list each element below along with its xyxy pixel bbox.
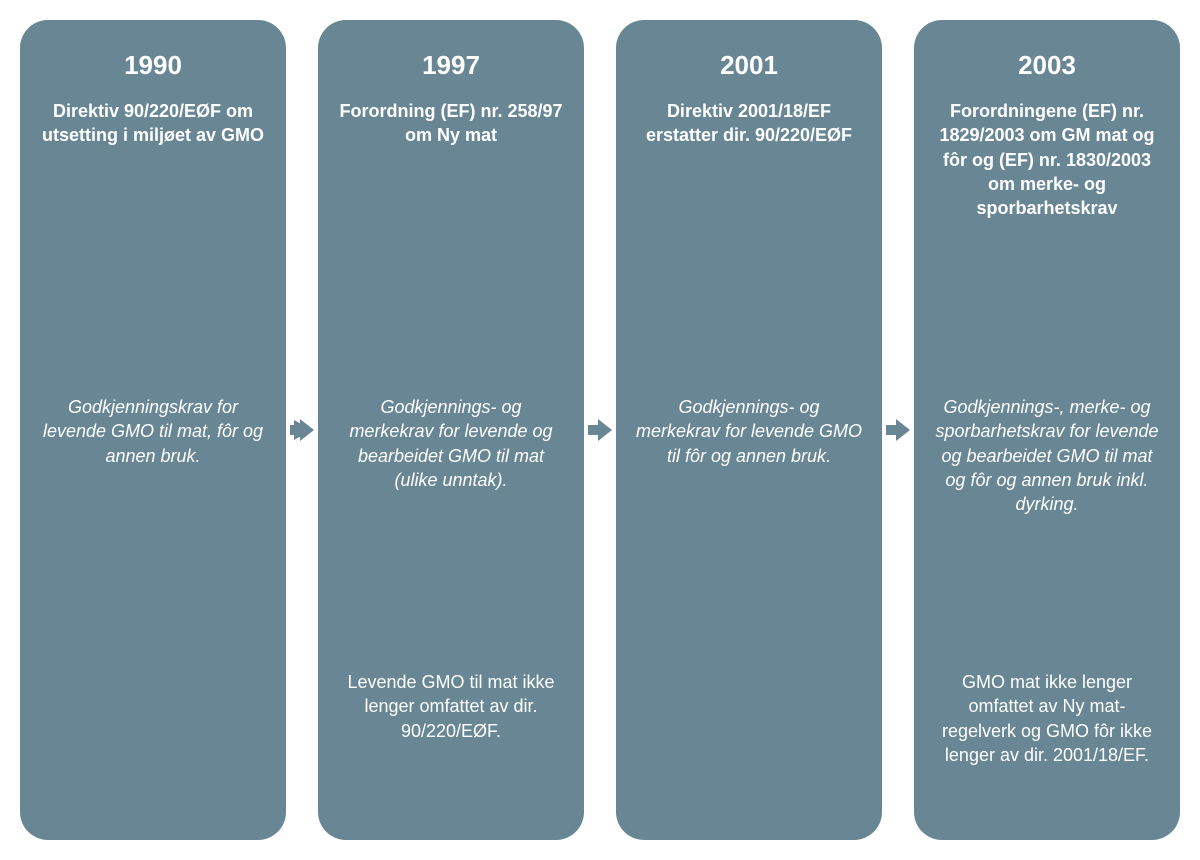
card-title: Direktiv 2001/18/EF erstatter dir. 90/22… xyxy=(634,99,864,148)
timeline-card-1997: 1997 Forordning (EF) nr. 258/97 om Ny ma… xyxy=(318,20,584,840)
card-description: Godkjennings-, merke- og sporbarhetskrav… xyxy=(932,395,1162,516)
timeline-card-2003: 2003 Forordningene (EF) nr. 1829/2003 om… xyxy=(914,20,1180,840)
arrow-icon xyxy=(882,416,914,444)
arrow-icon xyxy=(286,416,318,444)
card-note: GMO mat ikke lenger omfattet av Ny mat-r… xyxy=(932,670,1162,767)
card-title: Forordningene (EF) nr. 1829/2003 om GM m… xyxy=(932,99,1162,220)
card-description: Godkjennings- og merkekrav for levende o… xyxy=(336,395,566,492)
card-year: 2001 xyxy=(720,50,778,81)
timeline-card-1990: 1990 Direktiv 90/220/EØF om utsetting i … xyxy=(20,20,286,840)
arrow-icon xyxy=(584,416,616,444)
timeline-card-2001: 2001 Direktiv 2001/18/EF erstatter dir. … xyxy=(616,20,882,840)
card-note: Levende GMO til mat ikke lenger omfattet… xyxy=(336,670,566,743)
card-title: Forordning (EF) nr. 258/97 om Ny mat xyxy=(336,99,566,148)
card-year: 1990 xyxy=(124,50,182,81)
card-description: Godkjennings- og merkekrav for levende G… xyxy=(634,395,864,468)
timeline-container: 1990 Direktiv 90/220/EØF om utsetting i … xyxy=(20,20,1180,840)
card-description: Godkjenningskrav for levende GMO til mat… xyxy=(38,395,268,468)
card-title: Direktiv 90/220/EØF om utsetting i miljø… xyxy=(38,99,268,148)
card-year: 2003 xyxy=(1018,50,1076,81)
card-year: 1997 xyxy=(422,50,480,81)
